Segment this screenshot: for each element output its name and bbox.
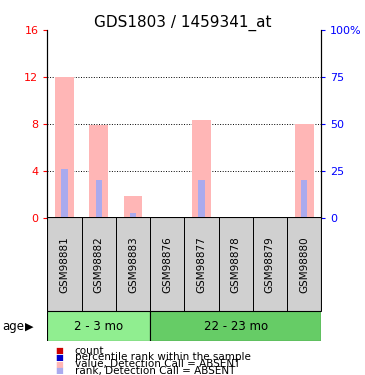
Bar [96,180,102,218]
Bar [301,180,307,218]
Bar [192,120,211,218]
Text: value, Detection Call = ABSENT: value, Detection Call = ABSENT [75,359,240,369]
Text: GSM98881: GSM98881 [59,236,70,293]
Text: GDS1803 / 1459341_at: GDS1803 / 1459341_at [94,15,271,31]
Bar [219,217,253,311]
Text: ▶: ▶ [25,321,33,331]
Bar [295,124,314,218]
Text: percentile rank within the sample: percentile rank within the sample [75,352,251,362]
Bar [184,217,219,311]
Text: ■: ■ [55,353,63,362]
Bar [253,217,287,311]
Bar [287,217,321,311]
Text: count: count [75,346,104,355]
Text: ■: ■ [55,360,63,369]
Bar [150,311,321,341]
Bar [47,217,82,311]
Bar [82,217,116,311]
Text: GSM98883: GSM98883 [128,236,138,293]
Text: age: age [2,320,24,333]
Bar [89,125,108,217]
Bar [198,180,204,218]
Text: 22 - 23 mo: 22 - 23 mo [204,320,268,333]
Bar [150,217,184,311]
Text: GSM98882: GSM98882 [94,236,104,293]
Bar [61,170,68,217]
Text: GSM98876: GSM98876 [162,236,172,293]
Bar [124,196,142,217]
Text: GSM98877: GSM98877 [196,236,207,293]
Bar [55,77,74,218]
Text: rank, Detection Call = ABSENT: rank, Detection Call = ABSENT [75,366,235,375]
Text: GSM98879: GSM98879 [265,236,275,293]
Text: ■: ■ [55,366,63,375]
Text: 2 - 3 mo: 2 - 3 mo [74,320,123,333]
Text: ■: ■ [55,346,63,355]
Bar [130,213,136,217]
Bar [47,311,150,341]
Text: GSM98880: GSM98880 [299,236,309,292]
Text: GSM98878: GSM98878 [231,236,241,293]
Bar [116,217,150,311]
